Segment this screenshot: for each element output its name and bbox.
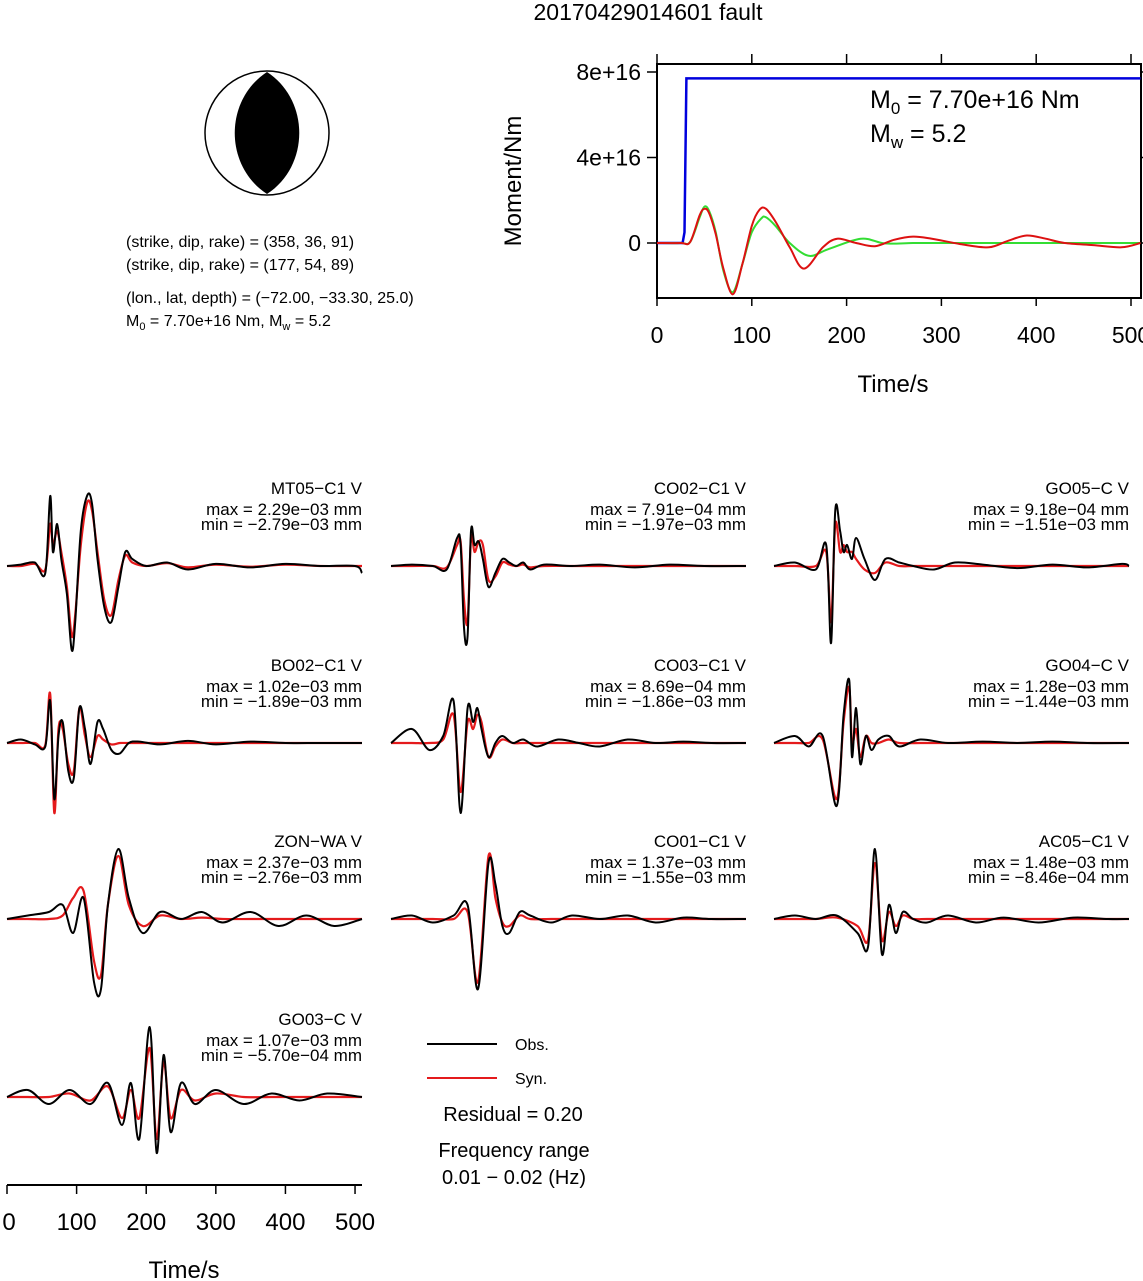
- moment-ylabel: Moment/Nm: [500, 116, 527, 247]
- moment-m0-label: M0 = 7.70e+16 Nm: [870, 86, 1080, 118]
- beachball-compression-lobe: [234, 72, 300, 194]
- synthetic-trace: [390, 852, 746, 984]
- station-max: max = 1.02e−03 mm: [206, 677, 362, 696]
- synthetic-trace: [6, 854, 362, 980]
- plane2-text: (strike, dip, rake) = (177, 54, 89): [126, 257, 354, 274]
- waveform-time-axis: Time/s 0 100 200 300 400 500: [2, 1184, 375, 1281]
- observed-trace: [390, 697, 747, 815]
- station-min: min = −1.97e−03 mm: [585, 515, 746, 534]
- station-max: max = 2.29e−03 mm: [206, 500, 362, 519]
- focal-mechanism-beachball: [204, 70, 330, 196]
- moment-series: [656, 77, 1141, 296]
- synthetic-trace: [391, 712, 746, 794]
- station-min: min = −1.86e−03 mm: [585, 692, 746, 711]
- station-name: GO04−C V: [1045, 656, 1129, 675]
- legend: Obs. Syn. Residual = 0.20 Frequency rang…: [427, 1037, 590, 1189]
- station-max: max = 2.37e−03 mm: [206, 853, 362, 872]
- wave-xtick-label: 500: [335, 1209, 375, 1236]
- moment-text: M0 = 7.70e+16 Nm, Mw = 5.2: [126, 313, 331, 333]
- location-text: (lon., lat, depth) = (−72.00, −33.30, 25…: [126, 290, 414, 307]
- station-max: max = 8.69e−04 mm: [590, 677, 746, 696]
- observed-trace: [773, 677, 1130, 808]
- moment-axes: 8e+16 4e+16 0 0 100 200 300 400 500: [576, 54, 1143, 348]
- wave-xtick-label: 200: [126, 1209, 166, 1236]
- moment-xtick-label: 100: [733, 322, 771, 348]
- observed-trace: [6, 492, 363, 652]
- moment-xtick-label: 500: [1112, 322, 1143, 348]
- wave-xtick-label: 300: [196, 1209, 236, 1236]
- station-max: max = 1.37e−03 mm: [590, 853, 746, 872]
- moment-xlabel: Time/s: [857, 371, 928, 398]
- moment-plot-frame: [656, 63, 1142, 299]
- station-min: min = −1.51e−03 mm: [968, 515, 1129, 534]
- moment-ytick-label: 4e+16: [576, 145, 641, 171]
- moment-function-plot: Moment/Nm Time/s M0 = 7.70e+16 Nm Mw = 5…: [500, 54, 1143, 398]
- station-max: max = 1.07e−03 mm: [206, 1031, 362, 1050]
- moment-series-rate-green: [656, 205, 1141, 294]
- legend-syn-label: Syn.: [515, 1071, 547, 1088]
- residual-text: Residual = 0.20: [443, 1104, 583, 1126]
- station-name: GO03−C V: [278, 1010, 362, 1029]
- page-title: 20170429014601 fault: [534, 0, 764, 25]
- station-name: MT05−C1 V: [271, 479, 363, 498]
- legend-obs-label: Obs.: [515, 1037, 549, 1054]
- station-max: max = 1.48e−03 mm: [973, 853, 1129, 872]
- station-min: min = −2.76e−03 mm: [201, 868, 362, 887]
- frequency-range: 0.01 − 0.02 (Hz): [442, 1167, 586, 1189]
- station-name: CO02−C1 V: [654, 479, 747, 498]
- plane1-text: (strike, dip, rake) = (358, 36, 91): [126, 234, 354, 251]
- moment-xtick-label: 400: [1017, 322, 1055, 348]
- station-name: CO01−C1 V: [654, 832, 747, 851]
- moment-xtick-label: 300: [922, 322, 960, 348]
- station-min: min = −1.55e−03 mm: [585, 868, 746, 887]
- moment-ytick-label: 8e+16: [576, 59, 641, 85]
- station-name: CO03−C1 V: [654, 656, 747, 675]
- moment-mw-label: Mw = 5.2: [870, 120, 966, 152]
- station-min: min = −2.79e−03 mm: [201, 515, 362, 534]
- observed-trace: [6, 699, 362, 801]
- station-name: ZON−WA V: [274, 832, 362, 851]
- station-max: max = 9.18e−04 mm: [973, 500, 1129, 519]
- wave-xtick-label: 100: [57, 1209, 97, 1236]
- station-max: max = 1.28e−03 mm: [973, 677, 1129, 696]
- mechanism-info: (strike, dip, rake) = (358, 36, 91) (str…: [126, 234, 414, 333]
- frequency-title: Frequency range: [438, 1140, 589, 1162]
- wave-xtick-label: 400: [265, 1209, 305, 1236]
- observed-trace: [6, 1025, 363, 1155]
- observed-trace: [6, 847, 363, 998]
- moment-xtick-label: 200: [827, 322, 865, 348]
- station-max: max = 7.91e−04 mm: [590, 500, 746, 519]
- moment-series-rate-red: [656, 206, 1141, 296]
- wave-xtick-label: 0: [2, 1209, 15, 1236]
- station-min: min = −8.46e−04 mm: [968, 868, 1129, 887]
- observed-trace: [773, 847, 1130, 956]
- observed-trace: [390, 856, 747, 991]
- station-name: BO02−C1 V: [271, 656, 363, 675]
- station-min: min = −1.89e−03 mm: [201, 692, 362, 711]
- moment-xtick-label: 0: [651, 322, 664, 348]
- moment-ytick-label: 0: [628, 230, 641, 256]
- observed-trace: [390, 525, 747, 646]
- wave-xlabel: Time/s: [148, 1257, 219, 1281]
- station-name: GO05−C V: [1045, 479, 1129, 498]
- station-name: AC05−C1 V: [1039, 832, 1130, 851]
- synthetic-trace: [390, 534, 746, 627]
- observed-trace: [773, 503, 1130, 645]
- station-min: min = −1.44e−03 mm: [968, 692, 1129, 711]
- station-min: min = −5.70e−04 mm: [201, 1046, 362, 1065]
